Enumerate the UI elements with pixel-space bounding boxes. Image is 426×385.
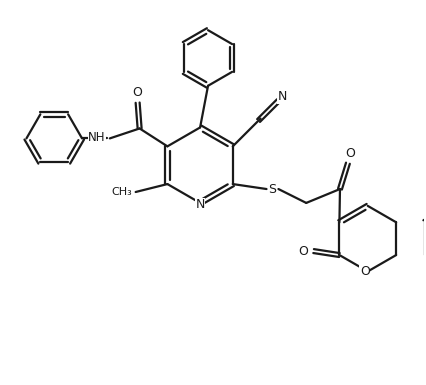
Text: O: O [299, 244, 308, 258]
Text: O: O [360, 265, 370, 278]
Text: O: O [133, 86, 143, 99]
Text: CH₃: CH₃ [111, 187, 132, 197]
Text: N: N [278, 90, 287, 103]
Text: NH: NH [88, 131, 106, 144]
Text: O: O [345, 147, 355, 160]
Text: N: N [196, 198, 205, 211]
Text: S: S [268, 182, 276, 196]
